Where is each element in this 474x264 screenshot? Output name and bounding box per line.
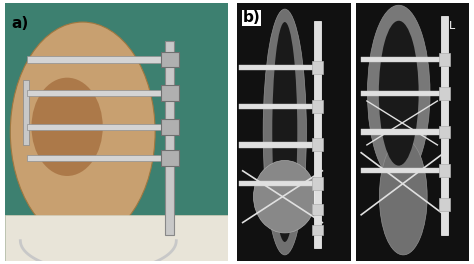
Bar — [361, 129, 441, 135]
Ellipse shape — [263, 9, 306, 255]
Ellipse shape — [254, 161, 316, 233]
Bar — [312, 61, 323, 74]
Ellipse shape — [367, 5, 430, 181]
Bar — [239, 103, 321, 109]
Polygon shape — [5, 3, 228, 261]
Bar — [239, 181, 321, 186]
Ellipse shape — [272, 22, 297, 242]
Bar — [314, 21, 321, 248]
Bar — [361, 91, 441, 96]
Ellipse shape — [379, 21, 419, 166]
Bar — [27, 56, 179, 63]
Ellipse shape — [379, 138, 427, 255]
Ellipse shape — [10, 22, 155, 242]
Text: b): b) — [243, 10, 260, 25]
Bar — [161, 150, 179, 166]
Bar — [361, 57, 441, 62]
Bar — [27, 124, 179, 130]
Text: a): a) — [11, 16, 28, 31]
Text: L: L — [449, 21, 455, 31]
Ellipse shape — [31, 78, 103, 176]
Bar — [438, 125, 450, 138]
Bar — [239, 142, 321, 148]
Bar — [312, 225, 323, 235]
Bar — [239, 65, 321, 70]
Bar — [438, 53, 450, 66]
Bar — [438, 87, 450, 100]
Bar — [27, 90, 179, 96]
Bar — [161, 86, 179, 101]
Bar — [312, 177, 323, 190]
Bar — [165, 41, 174, 235]
Bar — [312, 100, 323, 112]
Bar — [361, 168, 441, 173]
Bar — [441, 16, 447, 235]
Bar — [23, 80, 29, 145]
Bar — [312, 204, 323, 215]
Bar — [438, 198, 450, 211]
Bar — [312, 138, 323, 151]
Bar — [438, 164, 450, 177]
Bar — [161, 52, 179, 67]
Bar — [5, 215, 228, 261]
Bar — [161, 119, 179, 135]
Bar — [27, 155, 179, 161]
